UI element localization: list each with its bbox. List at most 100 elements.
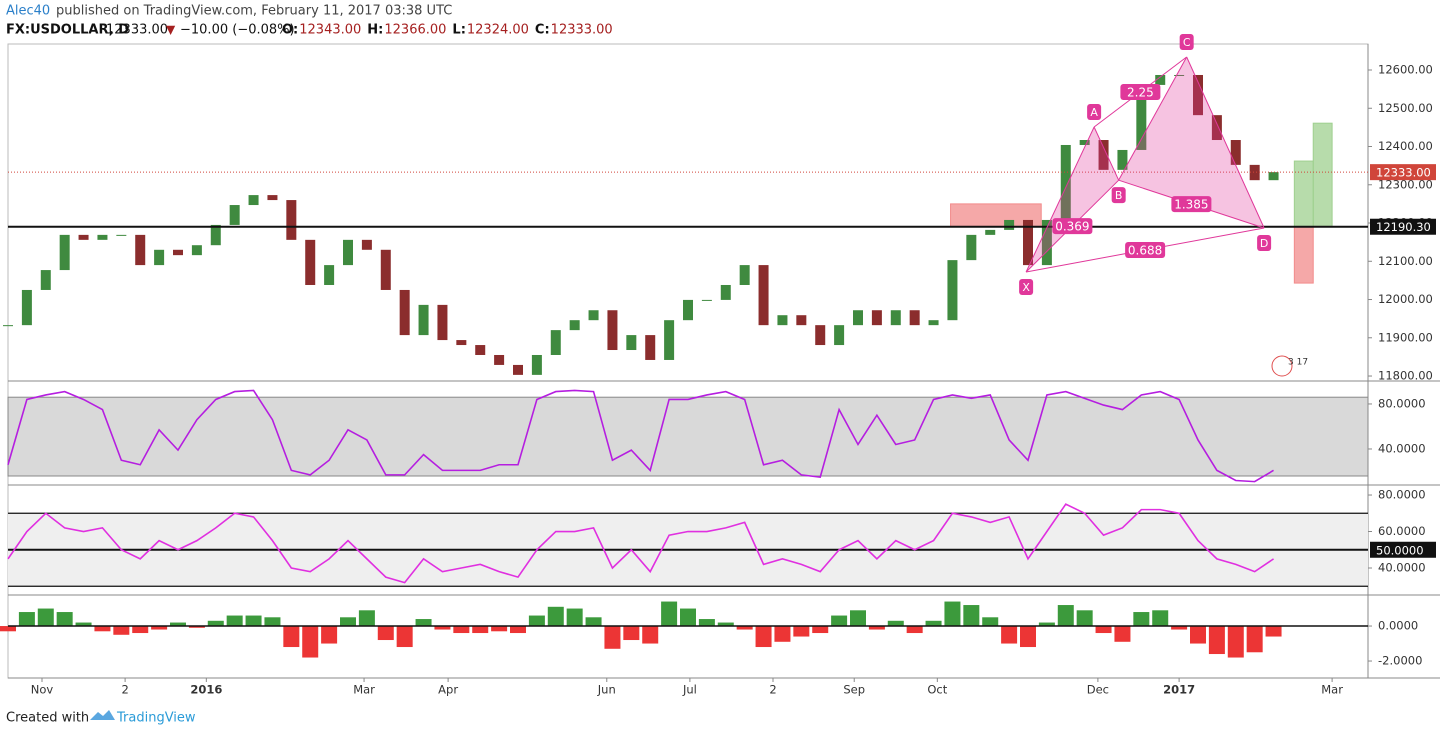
candle [1268,172,1279,181]
y-tick-label: 11900.00 [1378,330,1433,344]
candle [834,325,845,346]
histogram-bar [566,608,583,627]
histogram-bar [547,606,564,627]
histogram-bar [0,626,16,632]
histogram-bar [642,626,659,644]
event-badge-label: 3 17 [1288,358,1308,368]
histogram-bar [56,612,73,627]
candle [664,320,675,360]
candle [97,234,108,240]
candle [456,340,467,346]
pattern-leg [1118,56,1188,181]
candle [1155,74,1166,85]
y-tick-label: -2.0000 [1378,654,1422,668]
histogram-bar [188,626,205,628]
pattern-point-label: D [1260,237,1268,250]
candle [1174,74,1185,76]
candle [78,234,89,240]
ohlc-label: L: [452,23,465,38]
histogram-bar [793,626,810,637]
ohlc-label: C: [535,23,550,38]
histogram-bar [358,610,375,627]
ratio-label: 1.385 [1174,198,1208,212]
candle [720,284,731,300]
histogram-bar [661,601,678,627]
pattern-point-label: B [1115,189,1123,202]
x-tick-label: Nov [31,683,54,697]
y-tick-label: 40.0000 [1378,441,1426,455]
author[interactable]: Alec40 [6,4,50,19]
histogram-bar [472,626,489,634]
ohlc-label: O: [282,23,298,38]
histogram-bar [604,626,621,649]
histogram-bar [1265,626,1282,637]
candle [173,249,183,256]
candle [966,234,977,261]
x-tick-label: Mar [1321,683,1343,697]
candle [1211,115,1222,141]
candle [3,325,13,327]
ratio-box [1125,241,1166,258]
histogram-bar [850,610,866,627]
candle [116,234,127,236]
y-tick-label: 12100.00 [1378,254,1433,268]
x-tick-label: Dec [1087,683,1109,697]
candle [928,320,939,326]
pattern-fill [1026,127,1119,272]
pattern-point-box [1179,34,1194,51]
ratio-box [1052,218,1093,235]
position-box [1293,226,1314,284]
histogram-bar [1171,626,1188,630]
candle [154,249,165,266]
histogram-bar [245,615,262,627]
candle [777,315,788,326]
histogram-bar [37,608,54,627]
pattern-fill [1118,57,1265,228]
candle [531,354,542,375]
y-tick-label: 0.0000 [1378,619,1418,633]
y-tick-label: 12500.00 [1378,101,1433,115]
candle [645,335,656,360]
candle [399,289,410,336]
histogram-bar [736,626,753,630]
band [7,396,1369,477]
pattern-point-box [1087,104,1102,121]
candle [475,345,486,355]
pattern-leg [1093,126,1120,181]
brand[interactable]: TradingView [116,711,196,726]
histogram-bar [1038,622,1055,627]
ohlc-label: H: [367,23,383,38]
ratio-box [1120,84,1161,101]
candle [1117,149,1128,170]
histogram-bar [510,626,526,634]
histogram-bar [528,615,545,627]
histogram-bar [132,626,149,634]
histogram-bar [1057,605,1074,627]
candle [739,265,750,285]
candle [305,239,316,285]
ohlc-value: 12333.00 [551,23,613,38]
histogram-bar [226,615,243,627]
histogram-bar [415,619,432,627]
pattern-point-label: A [1090,106,1098,119]
histogram-bar [1152,610,1169,627]
candle [1230,140,1241,165]
candle [1079,140,1090,145]
candle [871,310,882,326]
candle [437,304,448,341]
candle [683,299,693,321]
candle [494,354,505,365]
arrow: ▼ [166,23,176,37]
candle [626,335,637,351]
event-badge [1271,355,1293,377]
histogram-bar [812,626,829,634]
y-tick-label: 40.0000 [1378,561,1426,575]
price-tag-label: 12190.30 [1376,220,1431,234]
candle [758,265,769,326]
histogram-bar [680,608,696,627]
x-tick-label: Jun [597,683,616,697]
histogram-bar [75,622,92,627]
last: 12333.00 [106,23,168,38]
pattern-leg [1025,126,1095,273]
